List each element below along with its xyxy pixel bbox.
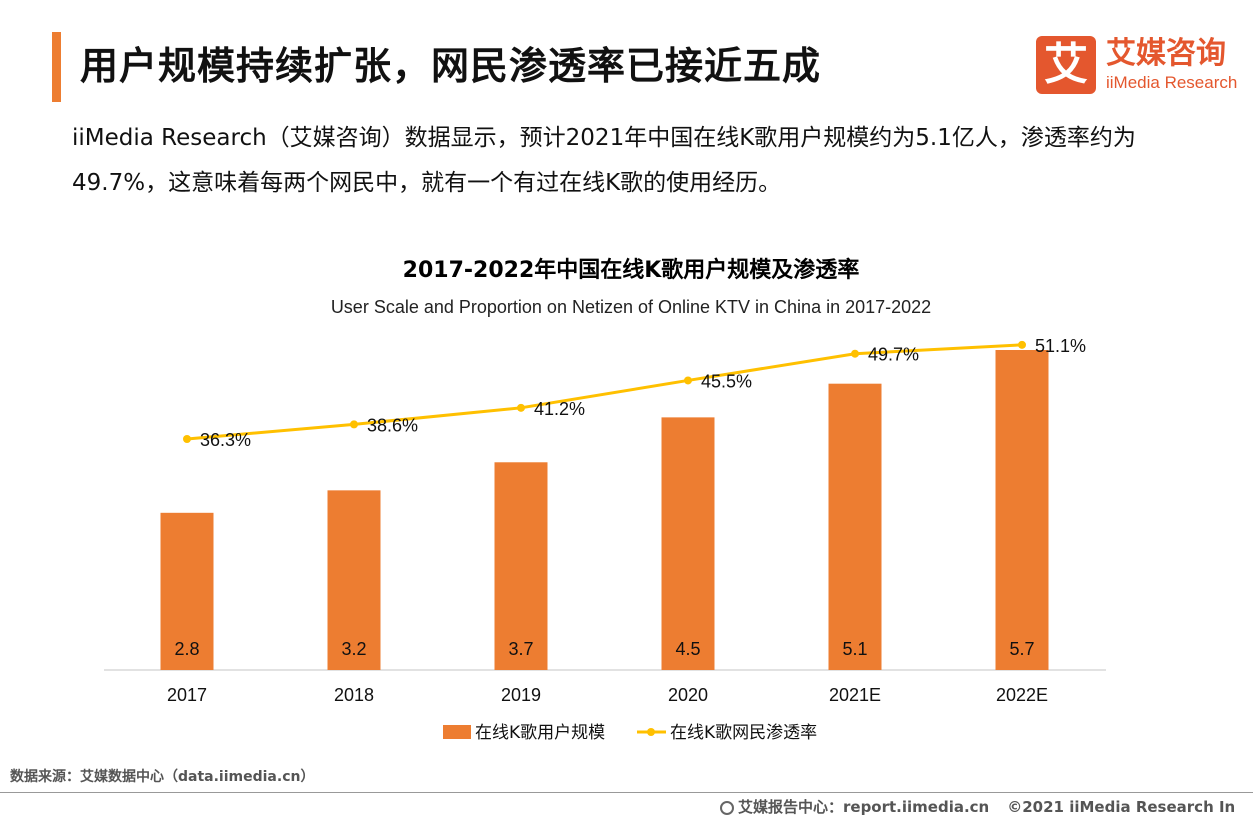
x-tick-label: 2022E <box>996 685 1048 705</box>
legend-line-marker <box>647 728 655 736</box>
rate-point-2017 <box>183 435 191 443</box>
rate-value-label: 36.3% <box>200 430 251 450</box>
rate-point-2021E <box>851 349 859 358</box>
page-title: 用户规模持续扩张，网民渗透率已接近五成 <box>80 44 822 88</box>
chart-subtitle: User Scale and Proportion on Netizen of … <box>331 297 931 317</box>
logo-mark-icon: 艾 <box>1036 36 1096 94</box>
bar-value-label: 3.2 <box>341 639 366 659</box>
rate-point-2022E <box>1018 340 1026 349</box>
footer-bar: 艾媒报告中心：report.iimedia.cn ©2021 iiMedia Re… <box>720 796 1253 817</box>
penetration-rate-line <box>186 343 1023 441</box>
rate-value-label: 45.5% <box>701 371 752 391</box>
logo-english-name: iiMedia Research <box>1106 73 1238 92</box>
bar-value-label: 4.5 <box>675 639 700 659</box>
bar-2018 <box>327 490 381 670</box>
chart-title: 2017-2022年中国在线K歌用户规模及渗透率 <box>403 257 860 283</box>
rate-point-2018 <box>350 420 358 429</box>
data-source-note: 数据来源：艾媒数据中心（data.iimedia.cn） <box>10 769 315 785</box>
bar-value-label: 5.1 <box>842 639 867 659</box>
bar-2020 <box>661 417 715 670</box>
brand-logo: 艾 艾媒咨询 iiMedia Research <box>1036 36 1241 96</box>
rate-value-label: 38.6% <box>367 415 418 435</box>
x-tick-label: 2018 <box>334 685 374 705</box>
legend-bar-label: 在线K歌用户规模 <box>475 723 605 743</box>
bar-value-label: 2.8 <box>174 639 199 659</box>
rate-value-label: 49.7% <box>868 345 919 365</box>
title-accent-bar <box>52 32 61 102</box>
rate-point-2019 <box>517 403 525 412</box>
logo-chinese-name: 艾媒咨询 <box>1106 36 1226 71</box>
bar-2017 <box>160 512 214 670</box>
x-tick-label: 2021E <box>829 685 881 705</box>
bar-2019 <box>494 462 548 670</box>
footer-copyright: ©2021 iiMedia Research In <box>1007 798 1236 816</box>
rate-value-label: 41.2% <box>534 399 585 419</box>
x-tick-label: 2017 <box>167 685 207 705</box>
bar-value-label: 5.7 <box>1009 639 1034 659</box>
bar-2022E <box>995 350 1049 670</box>
footer-report-link[interactable]: 艾媒报告中心：report.iimedia.cn <box>738 798 990 816</box>
x-tick-label: 2019 <box>501 685 541 705</box>
legend-bar-swatch <box>443 725 471 739</box>
bar-value-label: 3.7 <box>508 639 533 659</box>
rate-point-2020 <box>684 376 692 385</box>
footer-divider <box>0 792 1253 793</box>
report-globe-icon <box>720 801 734 815</box>
rate-value-label: 51.1% <box>1035 336 1086 356</box>
legend-line-label: 在线K歌网民渗透率 <box>670 723 817 743</box>
bar-2021E <box>828 383 882 670</box>
intro-paragraph: iiMedia Research（艾媒咨询）数据显示，预计2021年中国在线K歌… <box>72 125 1136 196</box>
x-tick-label: 2020 <box>668 685 708 705</box>
